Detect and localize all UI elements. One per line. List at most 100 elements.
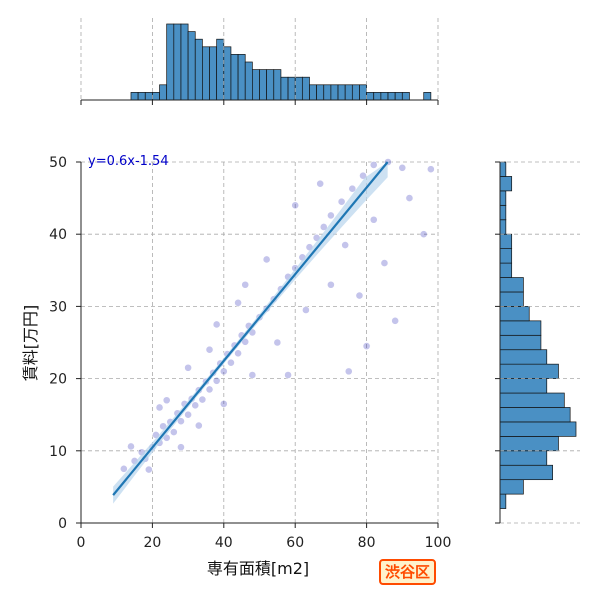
regression-confidence-band — [113, 162, 388, 504]
x-hist-bar — [194, 38, 203, 101]
y-hist-bar — [499, 363, 559, 379]
scatter-point — [234, 298, 242, 307]
regression-layer — [112, 161, 389, 504]
y-tick-label: 0 — [58, 516, 67, 532]
scatter-point — [212, 320, 221, 329]
y-hist-bar — [499, 464, 553, 481]
y-hist-bar — [499, 262, 513, 278]
x-hist-bar — [309, 84, 317, 101]
scatter-point — [380, 259, 389, 267]
scatter-point — [219, 399, 228, 408]
scatter-point — [177, 443, 185, 452]
scatter-point — [369, 160, 378, 169]
top-marginal-histogram — [130, 23, 432, 101]
tick-labels: 0 20 40 60 80 100 0 10 20 30 40 50 — [49, 155, 451, 551]
y-hist-bar — [499, 407, 571, 423]
x-hist-bar — [237, 54, 246, 101]
scatter-point — [369, 215, 378, 224]
x-hist-bar — [144, 92, 153, 101]
x-tick-label: 20 — [143, 535, 161, 551]
scatter-point — [326, 280, 335, 289]
x-hist-bar — [273, 69, 282, 101]
scatter-point — [205, 385, 214, 394]
scatter-point — [191, 401, 200, 410]
scatter-point — [234, 349, 242, 358]
x-hist-bar — [259, 69, 267, 101]
scatter-point — [273, 338, 282, 347]
scatter-point — [405, 194, 414, 202]
x-hist-bar — [152, 92, 160, 101]
x-hist-bar — [216, 38, 225, 101]
x-hist-bar — [401, 92, 410, 101]
x-hist-bar — [301, 76, 310, 101]
x-hist-bar — [366, 92, 375, 101]
y-tick-label: 30 — [49, 299, 67, 315]
y-hist-bar — [499, 378, 548, 394]
scatter-point — [162, 396, 171, 405]
scatter-point — [184, 363, 192, 372]
x-tick-label: 80 — [358, 535, 376, 551]
x-hist-bar — [373, 92, 382, 101]
x-hist-bar — [344, 84, 353, 101]
scatter-point — [144, 465, 153, 474]
scatter-point — [348, 184, 357, 193]
scatter-point — [316, 179, 325, 188]
y-hist-bar — [499, 421, 577, 437]
y-hist-bar — [499, 291, 524, 307]
x-hist-bar — [266, 69, 275, 101]
scatter-point — [326, 211, 335, 220]
scatter-point — [119, 464, 128, 473]
y-hist-bar — [499, 493, 507, 509]
scatter-point — [302, 306, 310, 314]
scatter-point — [344, 367, 353, 376]
y-tick-label: 40 — [49, 227, 67, 243]
y-hist-bar — [499, 306, 530, 322]
y-hist-bar — [499, 436, 559, 452]
x-axis-title: 専有面積[m2] — [207, 559, 309, 578]
scatter-point — [391, 316, 400, 325]
y-tick-label: 50 — [49, 155, 67, 171]
x-hist-bar — [287, 76, 296, 101]
x-hist-bar — [316, 84, 325, 101]
ward-badge: 渋谷区 — [379, 559, 437, 585]
right-marginal-histogram — [499, 161, 577, 509]
x-hist-bar — [187, 31, 196, 101]
y-hist-bar — [499, 479, 524, 495]
x-tick-label: 100 — [425, 535, 452, 551]
scatter-point — [362, 342, 371, 351]
scatter-point — [127, 442, 135, 451]
regression-equation-label: y=0.6x-1.54 — [88, 154, 169, 169]
x-hist-bar — [202, 46, 210, 101]
y-tick-label: 10 — [49, 444, 67, 460]
x-hist-bar — [223, 46, 232, 101]
x-tick-label: 60 — [286, 535, 304, 551]
y-hist-bar — [499, 233, 513, 249]
x-hist-bar — [130, 92, 139, 101]
x-tick-label: 0 — [77, 535, 86, 551]
scatter-point — [198, 395, 207, 404]
y-hist-bar — [499, 204, 507, 221]
scatter-point — [398, 163, 407, 172]
scatter-point — [291, 201, 300, 210]
scatter-point — [194, 421, 203, 430]
y-hist-bar — [499, 176, 513, 192]
x-hist-bar — [337, 84, 346, 101]
x-hist-bar — [394, 92, 403, 101]
y-hist-bar — [499, 161, 507, 177]
y-hist-bar — [499, 320, 542, 336]
x-hist-bar — [166, 23, 175, 101]
x-hist-bar — [252, 69, 260, 101]
scatter-point — [337, 197, 346, 206]
y-hist-bar — [499, 190, 507, 206]
x-hist-bar — [423, 92, 432, 101]
x-hist-bar — [359, 84, 367, 101]
x-tick-label: 40 — [215, 535, 233, 551]
scatter-point — [227, 358, 235, 367]
y-hist-bar — [499, 248, 513, 264]
scatter-point — [341, 241, 350, 249]
x-hist-bar — [159, 84, 168, 101]
scatter-point — [184, 410, 192, 419]
scatter-point — [177, 417, 185, 426]
x-hist-bar — [323, 84, 332, 101]
